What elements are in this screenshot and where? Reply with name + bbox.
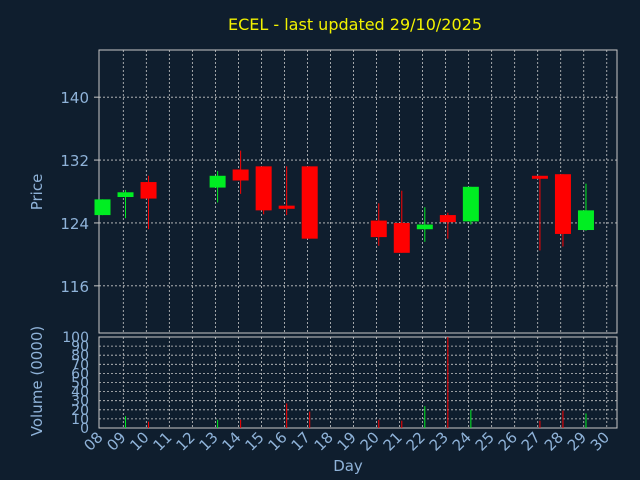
candle-body [416, 224, 433, 230]
volume-axis-label: Volume (0000) [28, 326, 46, 436]
volume-tick-label: 20 [71, 403, 89, 419]
price-axis-label: Price [28, 174, 46, 211]
candle-body [278, 205, 295, 209]
price-tick-label: 140 [60, 89, 89, 107]
x-axis: 0809101112131415161718192021222324252627… [80, 428, 613, 454]
volume-tick-label: 0 [80, 421, 89, 437]
candle-body [140, 182, 157, 199]
volume-tick-label: 80 [71, 348, 89, 364]
volume-tick-label: 90 [71, 339, 89, 355]
candle-body [393, 222, 410, 253]
volume-tick-label: 100 [62, 330, 89, 346]
candle-body [531, 175, 548, 179]
volume-tick-label: 70 [71, 357, 89, 373]
chart-title: ECEL - last updated 29/10/2025 [228, 15, 482, 34]
volume-tick-label: 60 [71, 366, 89, 382]
volume-tick-label: 50 [71, 376, 89, 392]
candle-body [554, 174, 571, 234]
candle-body [370, 220, 387, 238]
candle-body [462, 186, 479, 222]
candle-body [117, 192, 134, 198]
price-tick-label: 132 [60, 152, 89, 170]
price-tick-label: 124 [60, 215, 89, 233]
candle-body [577, 210, 594, 231]
x-tick-label: 30 [587, 428, 613, 454]
price-tick-label: 116 [60, 278, 89, 296]
volume-tick-label: 40 [71, 385, 89, 401]
candle-body [301, 166, 318, 239]
candle-body [255, 166, 272, 211]
price-panel: 116 124 132 140 [60, 49, 618, 334]
candle-body [232, 169, 249, 181]
x-axis-label: Day [333, 457, 363, 475]
price-frame [98, 49, 618, 334]
candle-body [439, 215, 456, 223]
candle-body [94, 199, 111, 216]
candle-body [209, 175, 226, 188]
volume-tick-label: 30 [71, 394, 89, 410]
volume-tick-label: 10 [71, 412, 89, 428]
